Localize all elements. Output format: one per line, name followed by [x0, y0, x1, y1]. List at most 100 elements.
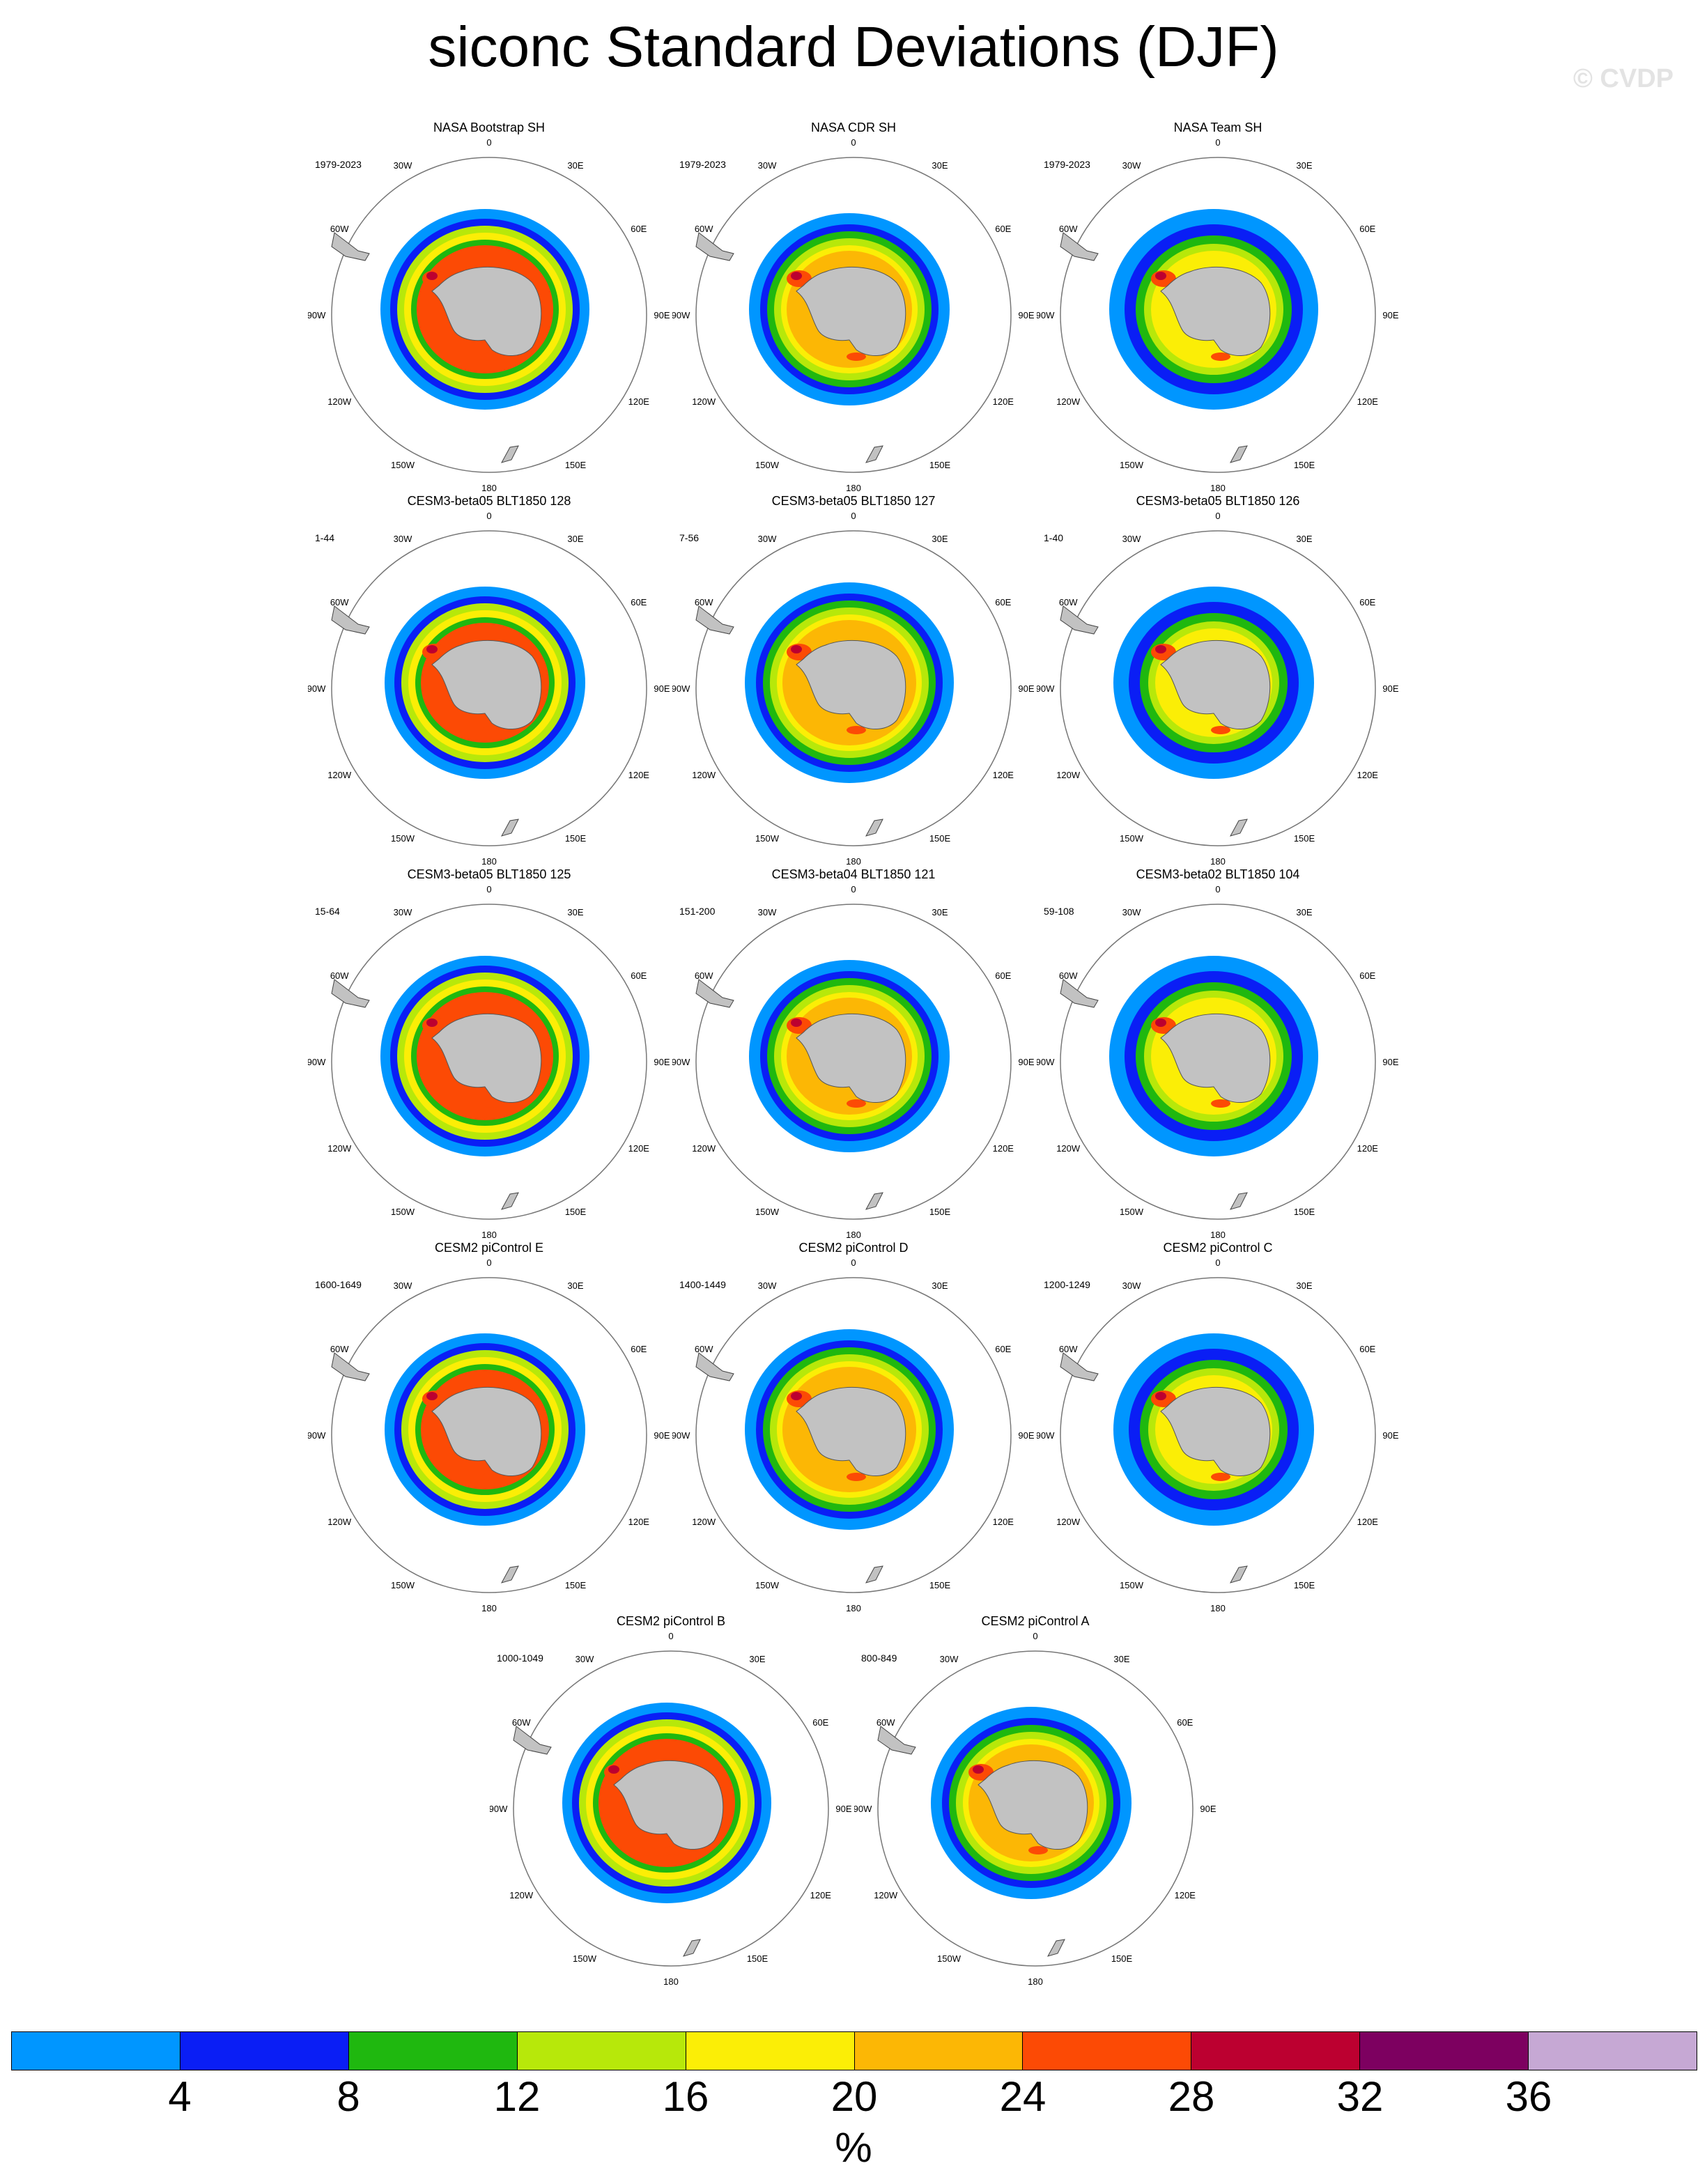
map-panel: CESM3-beta02 BLT1850 104 59-108 0 30E 60E 90E…: [1037, 867, 1399, 1243]
colorbar-tick-label: 16: [662, 2073, 709, 2120]
colorbar-swatch: [686, 2032, 855, 2070]
south-america-landmass: [331, 1352, 370, 1381]
panel-years: 1000-1049: [497, 1652, 543, 1664]
antarctica-landmass: [1160, 1013, 1271, 1103]
map-panel: CESM3-beta05 BLT1850 125 15-64 0 30E 60E 90E 1…: [308, 867, 670, 1243]
longitude-label: 180: [663, 1976, 679, 1987]
polar-map: 0 30E 60E 90E 120E 150E 180 150W 120W 90W 60W 30W: [1037, 884, 1399, 1240]
new-zealand-landmass: [1229, 1565, 1248, 1583]
longitude-label: 30W: [1122, 534, 1141, 544]
longitude-label: 120E: [1357, 1143, 1379, 1154]
map-panel: CESM2 piControl B 1000-1049 0 30E 60E 90E 120E…: [490, 1613, 852, 1990]
weddell-sea-peak: [608, 1765, 619, 1774]
longitude-label: 0: [1215, 1257, 1220, 1268]
longitude-label: 30W: [576, 1654, 594, 1664]
panel-title: CESM2 piControl E: [434, 1241, 544, 1255]
longitude-label: 120W: [1056, 1143, 1081, 1154]
longitude-label: 90E: [1018, 683, 1034, 694]
antarctica-landmass: [796, 1013, 906, 1103]
longitude-label: 30W: [758, 160, 777, 171]
map-panel: CESM3-beta05 BLT1850 127 7-56 0 30E 60E 90E 12…: [672, 493, 1035, 869]
map-panel: CESM3-beta04 BLT1850 121 151-200 0 30E 60E 90…: [672, 867, 1035, 1243]
longitude-label: 30E: [1296, 907, 1312, 917]
longitude-label: 180: [481, 483, 497, 493]
polar-map: 0 30E 60E 90E 120E 150E 180 150W 120W 90W 60W 30W: [1037, 1257, 1399, 1613]
figure-title: siconc Standard Deviations (DJF): [428, 15, 1279, 79]
new-zealand-landmass: [500, 445, 519, 463]
polar-map: 0 30E 60E 90E 120E 150E 180 150W 120W 90W 60W 30W: [672, 137, 1035, 493]
longitude-label: 60W: [876, 1717, 895, 1728]
weddell-sea-peak: [1155, 1392, 1166, 1400]
longitude-label: 90W: [308, 683, 326, 694]
longitude-label: 150E: [565, 1580, 587, 1590]
longitude-label: 90E: [654, 683, 670, 694]
colorbar-swatch: [517, 2032, 686, 2070]
new-zealand-landmass: [500, 1192, 519, 1210]
longitude-label: 0: [851, 137, 856, 148]
antarctica-landmass: [431, 640, 542, 730]
longitude-label: 150W: [573, 1953, 597, 1964]
colorbar-swatch: [1023, 2032, 1192, 2070]
longitude-label: 150E: [1294, 1580, 1315, 1590]
longitude-label: 90W: [308, 1057, 326, 1067]
longitude-label: 120W: [692, 396, 716, 407]
panel-years: 151-200: [679, 906, 716, 917]
longitude-label: 60E: [631, 224, 647, 234]
south-america-landmass: [695, 605, 734, 635]
longitude-label: 0: [486, 1257, 491, 1268]
panel-title: NASA Bootstrap SH: [433, 121, 546, 134]
longitude-label: 120W: [509, 1890, 534, 1900]
colorbar-unit: %: [835, 2124, 872, 2171]
longitude-label: 150W: [391, 460, 415, 470]
longitude-label: 0: [486, 511, 491, 521]
longitude-label: 90E: [1382, 1430, 1398, 1441]
longitude-label: 120E: [993, 396, 1014, 407]
longitude-label: 90W: [490, 1804, 508, 1814]
new-zealand-landmass: [1229, 819, 1248, 837]
map-panel: CESM2 piControl E 1600-1649 0 30E 60E 90E 120E…: [308, 1240, 670, 1616]
south-america-landmass: [1060, 605, 1099, 635]
panel-years: 1979-2023: [1044, 159, 1090, 170]
longitude-label: 90W: [308, 310, 326, 320]
ross-sea-high-variability: [482, 1473, 502, 1481]
longitude-label: 30W: [758, 534, 777, 544]
longitude-label: 60W: [1059, 224, 1078, 234]
ross-sea-high-variability: [847, 726, 866, 734]
longitude-label: 180: [481, 1603, 497, 1613]
longitude-label: 150W: [755, 1207, 780, 1217]
longitude-label: 150W: [391, 1207, 415, 1217]
panel-title: CESM3-beta05 BLT1850 126: [1136, 494, 1300, 508]
longitude-label: 120E: [810, 1890, 832, 1900]
longitude-label: 180: [1210, 1603, 1226, 1613]
longitude-label: 0: [1215, 884, 1220, 894]
ross-sea-high-variability: [664, 1846, 683, 1854]
polar-map: 0 30E 60E 90E 120E 150E 180 150W 120W 90W 60W 30W: [308, 511, 670, 867]
longitude-label: 90E: [1200, 1804, 1216, 1814]
new-zealand-landmass: [865, 1192, 883, 1210]
longitude-label: 60E: [995, 224, 1011, 234]
longitude-label: 120E: [628, 770, 650, 780]
watermark: © CVDP: [1573, 64, 1674, 93]
longitude-label: 30E: [1296, 534, 1312, 544]
longitude-label: 90W: [308, 1430, 326, 1441]
ross-sea-high-variability: [847, 1473, 866, 1481]
longitude-label: 0: [1215, 137, 1220, 148]
longitude-label: 60W: [1059, 597, 1078, 607]
longitude-label: 90E: [1018, 310, 1034, 320]
map-panel: NASA Team SH 1979-2023 0 30E 60E 90E 120E 150E 1…: [1037, 120, 1399, 496]
longitude-label: 60W: [1059, 1344, 1078, 1354]
longitude-label: 150W: [755, 833, 780, 844]
polar-map: 0 30E 60E 90E 120E 150E 180 150W 120W 90W 60W 30W: [1037, 511, 1399, 867]
longitude-label: 60E: [1177, 1717, 1193, 1728]
weddell-sea-peak: [791, 272, 802, 280]
longitude-label: 150E: [1111, 1953, 1133, 1964]
longitude-label: 30E: [1296, 1280, 1312, 1291]
longitude-label: 180: [846, 483, 861, 493]
panel-years: 1-40: [1044, 532, 1064, 543]
longitude-label: 60E: [995, 597, 1011, 607]
ross-sea-high-variability: [1211, 726, 1230, 734]
longitude-label: 150W: [937, 1953, 961, 1964]
longitude-label: 60E: [631, 970, 647, 981]
panel-title: NASA Team SH: [1173, 121, 1262, 134]
longitude-label: 90E: [654, 1430, 670, 1441]
